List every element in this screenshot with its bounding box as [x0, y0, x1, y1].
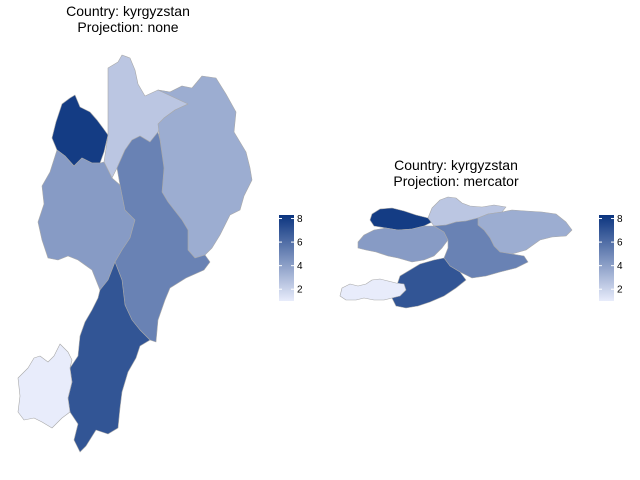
left-panel: Country: kyrgyzstan Projection: none	[17, 3, 253, 453]
right-region-naryn[interactable]	[433, 217, 529, 279]
right-region-talas[interactable]	[369, 207, 433, 231]
right-legend-bar	[599, 215, 614, 301]
right-legend-ticks: 2 4 6 8	[599, 214, 623, 296]
left-region-naryn[interactable]	[114, 131, 211, 343]
right-legend-tick-label: 8	[617, 214, 623, 225]
left-region-talas[interactable]	[51, 94, 109, 167]
left-map	[17, 54, 253, 453]
left-legend-bar	[279, 215, 294, 301]
left-legend-tick-label: 8	[297, 214, 303, 225]
left-title-line1: Country: kyrgyzstan	[66, 3, 190, 19]
right-region-jalalabad[interactable]	[357, 225, 449, 263]
right-legend-tick-label: 4	[617, 261, 623, 272]
right-map	[339, 196, 573, 309]
left-legend-tick-label: 4	[297, 261, 303, 272]
left-region-osh[interactable]	[67, 261, 151, 453]
right-legend: 2 4 6 8	[599, 214, 623, 301]
left-legend-tick-label: 6	[297, 238, 303, 249]
left-region-batken[interactable]	[17, 343, 73, 429]
left-legend: 2 4 6 8	[279, 214, 303, 301]
left-legend-tick-label: 2	[297, 285, 303, 296]
right-panel: Country: kyrgyzstan Projection: mercator	[339, 157, 573, 309]
right-title-line1: Country: kyrgyzstan	[394, 157, 518, 173]
right-legend-tick-label: 2	[617, 285, 623, 296]
left-title-line2: Projection: none	[77, 19, 178, 35]
right-legend-tick-label: 6	[617, 238, 623, 249]
left-legend-ticks: 2 4 6 8	[279, 214, 303, 296]
right-region-batken[interactable]	[339, 278, 407, 301]
right-title-line2: Projection: mercator	[393, 173, 519, 189]
